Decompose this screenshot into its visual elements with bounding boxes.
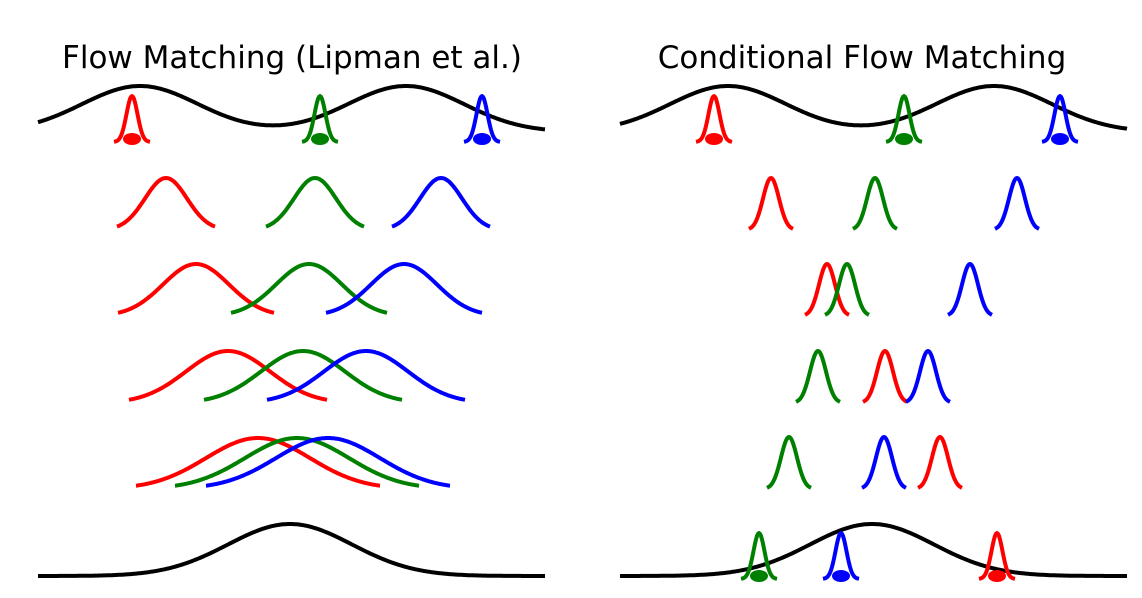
panel-title: Conditional Flow Matching xyxy=(657,40,1067,76)
bimodal-density-curve xyxy=(619,84,1128,131)
blue-data-spike xyxy=(822,531,860,581)
blue-gaussian-curve xyxy=(861,435,907,490)
base-density-curve xyxy=(619,522,1128,578)
green-data-point xyxy=(311,133,329,145)
green-gaussian-curve xyxy=(852,176,898,231)
blue-data-spike xyxy=(463,94,501,144)
red-data-spike xyxy=(113,94,151,144)
blue-gaussian-curve xyxy=(391,176,491,229)
flow-matching-diagram xyxy=(37,84,546,578)
conditional-flow-matching-panel: Conditional Flow Matching xyxy=(582,0,1142,598)
green-data-point xyxy=(750,570,768,582)
red-data-spike xyxy=(978,531,1016,581)
blue-data-point xyxy=(473,133,491,145)
bimodal-density-curve xyxy=(37,84,546,132)
blue-gaussian-curve xyxy=(205,436,451,488)
green-gaussian-curve xyxy=(203,349,403,402)
blue-gaussian-curve xyxy=(947,262,993,317)
green-gaussian-curve xyxy=(824,262,870,317)
red-gaussian-curve xyxy=(862,349,908,404)
red-data-spike xyxy=(695,94,733,144)
panel-title: Flow Matching (Lipman et al.) xyxy=(62,40,522,76)
blue-gaussian-curve xyxy=(266,349,466,402)
green-gaussian-curve xyxy=(766,435,812,490)
red-gaussian-curve xyxy=(116,176,216,229)
blue-gaussian-curve xyxy=(905,349,951,404)
red-data-point xyxy=(705,133,723,145)
red-gaussian-curve xyxy=(128,349,328,402)
green-gaussian-curve xyxy=(174,436,420,488)
blue-data-point xyxy=(832,570,850,582)
base-density-curve xyxy=(37,522,546,578)
green-data-point xyxy=(895,133,913,145)
blue-data-point xyxy=(1051,133,1069,145)
red-gaussian-curve xyxy=(135,436,381,488)
blue-data-spike xyxy=(1041,94,1079,144)
green-gaussian-curve xyxy=(265,176,365,229)
green-gaussian-curve xyxy=(795,349,841,404)
red-gaussian-curve xyxy=(117,262,275,315)
red-data-point xyxy=(123,133,141,145)
green-data-spike xyxy=(885,94,923,144)
green-data-spike xyxy=(740,531,778,581)
green-data-spike xyxy=(301,94,339,144)
red-data-point xyxy=(988,570,1006,582)
green-gaussian-curve xyxy=(230,262,388,315)
red-gaussian-curve xyxy=(917,435,963,490)
blue-gaussian-curve xyxy=(325,262,483,315)
conditional-flow-matching-diagram xyxy=(619,84,1128,582)
red-gaussian-curve xyxy=(804,262,850,317)
flow-matching-panel: Flow Matching (Lipman et al.) xyxy=(0,0,560,598)
blue-gaussian-curve xyxy=(994,176,1040,231)
red-gaussian-curve xyxy=(748,176,794,231)
